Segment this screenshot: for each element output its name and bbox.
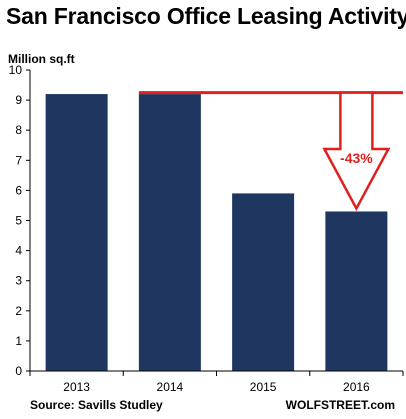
bar-2015 [232,193,295,371]
chart-title: San Francisco Office Leasing Activity [6,3,406,29]
bar-2016 [325,211,388,371]
y-tick-label: 9 [15,93,22,107]
y-tick-label: 8 [15,123,22,137]
x-tick-label-2015: 2015 [250,380,277,394]
bars [45,94,388,371]
y-axis-ticks: 0 1 2 3 4 5 6 7 8 9 10 [9,63,30,378]
y-tick-label: 1 [15,334,22,348]
y-tick-label: 7 [15,153,22,167]
publisher-credit: WOLFSTREET.com [286,398,395,412]
y-tick-label: 10 [9,63,23,77]
y-tick-label: 3 [15,274,22,288]
bar-2013 [45,94,108,371]
y-axis-unit-label: Million sq.ft [8,52,75,66]
x-tick-label-2014: 2014 [157,380,184,394]
y-tick-label: 2 [15,304,22,318]
decline-arrow [322,91,391,212]
y-tick-label: 6 [15,183,22,197]
y-tick-label: 4 [15,244,22,258]
y-tick-label: 0 [15,364,22,378]
x-tick-label-2016: 2016 [343,380,370,394]
bar-2014 [138,94,201,371]
decline-annotation: -43% [138,91,403,212]
x-tick-label-2013: 2013 [63,380,90,394]
source-note: Source: Savills Studley [30,398,163,412]
y-tick-label: 5 [15,214,22,228]
x-axis-ticks: 2013 2014 2015 2016 [29,371,404,394]
decline-percent-label: -43% [340,150,373,166]
